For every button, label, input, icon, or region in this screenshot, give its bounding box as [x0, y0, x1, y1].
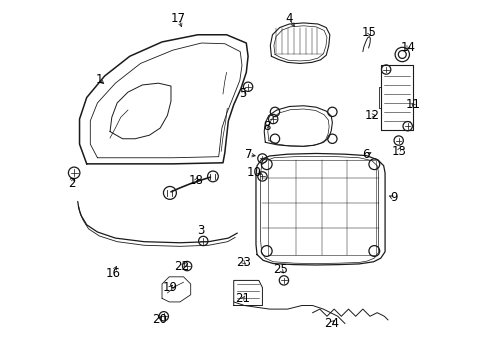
Text: 4: 4: [285, 12, 292, 25]
Text: 21: 21: [235, 292, 250, 305]
Text: 22: 22: [174, 260, 189, 273]
Text: 24: 24: [323, 317, 338, 330]
Text: 10: 10: [246, 166, 262, 179]
Text: 6: 6: [361, 148, 369, 161]
Text: 14: 14: [400, 41, 415, 54]
Text: 2: 2: [68, 177, 76, 190]
Text: 12: 12: [364, 109, 379, 122]
Text: 5: 5: [239, 87, 246, 100]
Text: 15: 15: [361, 27, 376, 40]
Text: 17: 17: [171, 12, 185, 25]
Text: 1: 1: [95, 73, 103, 86]
Text: 8: 8: [263, 120, 270, 133]
Text: 19: 19: [163, 281, 178, 294]
Text: 18: 18: [189, 174, 203, 186]
Text: 7: 7: [245, 148, 252, 161]
Text: 3: 3: [196, 224, 203, 237]
Text: 13: 13: [390, 145, 406, 158]
Text: 11: 11: [405, 98, 420, 111]
Text: 9: 9: [389, 192, 397, 204]
Text: 23: 23: [236, 256, 251, 269]
Text: 16: 16: [105, 267, 120, 280]
Text: 20: 20: [151, 313, 166, 327]
Text: 25: 25: [273, 263, 287, 276]
